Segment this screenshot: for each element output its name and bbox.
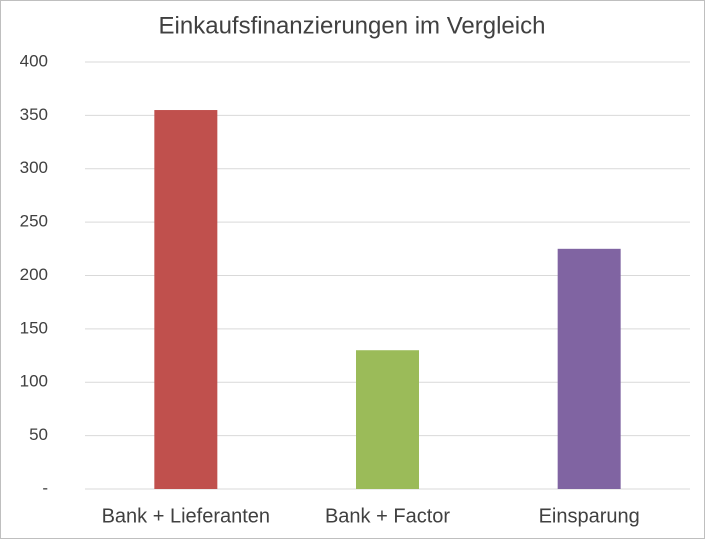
bar bbox=[356, 350, 419, 489]
y-tick-label: 100 bbox=[20, 372, 48, 391]
y-tick-label: - bbox=[42, 478, 48, 497]
y-tick-label: 300 bbox=[20, 158, 48, 177]
y-tick-label: 350 bbox=[20, 105, 48, 124]
y-tick-label: 250 bbox=[20, 212, 48, 231]
y-tick-label: 400 bbox=[20, 51, 48, 70]
y-tick-label: 150 bbox=[20, 318, 48, 337]
bar bbox=[557, 248, 621, 489]
bar bbox=[154, 110, 218, 489]
y-tick-label: 50 bbox=[29, 425, 48, 444]
x-tick-label: Einsparung bbox=[539, 505, 640, 527]
chart-title: Einkaufsfinanzierungen im Vergleich bbox=[159, 12, 546, 39]
y-tick-label: 200 bbox=[20, 265, 48, 284]
x-tick-label: Bank + Lieferanten bbox=[102, 505, 270, 527]
x-tick-label: Bank + Factor bbox=[325, 505, 450, 527]
